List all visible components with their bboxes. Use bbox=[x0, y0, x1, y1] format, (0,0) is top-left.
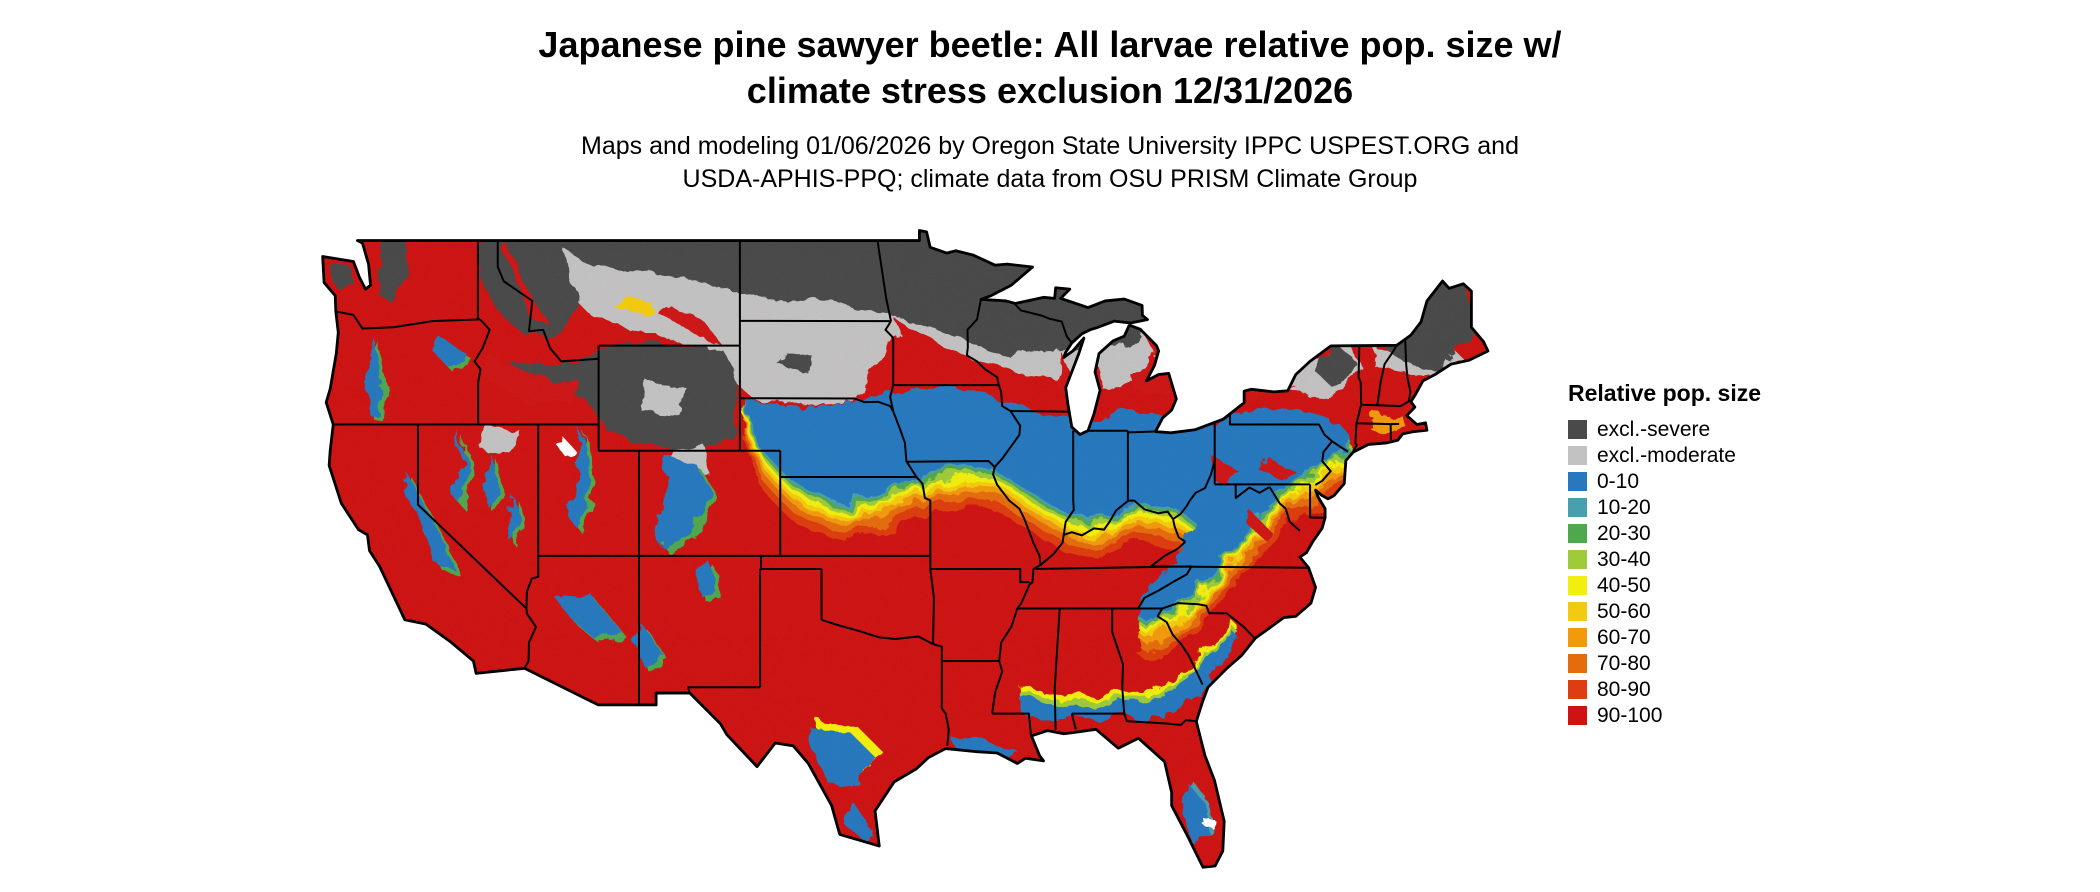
legend-label: excl.-severe bbox=[1597, 417, 1711, 441]
legend-row: 90-100 bbox=[1568, 702, 1761, 728]
legend-swatch bbox=[1568, 523, 1587, 543]
legend-swatch bbox=[1568, 601, 1587, 621]
legend-row: 0-10 bbox=[1568, 468, 1761, 494]
legend-swatch bbox=[1568, 471, 1587, 491]
map-subtitle: Maps and modeling 01/06/2026 by Oregon S… bbox=[0, 130, 2100, 196]
legend-row: 60-70 bbox=[1568, 624, 1761, 650]
map-subtitle-line2: USDA-APHIS-PPQ; climate data from OSU PR… bbox=[682, 165, 1418, 194]
legend: Relative pop. size excl.-severe excl.-mod… bbox=[1568, 380, 1761, 728]
legend-swatch bbox=[1568, 679, 1587, 699]
header: Japanese pine sawyer beetle: All larvae … bbox=[0, 22, 2100, 196]
legend-swatch bbox=[1568, 653, 1587, 673]
map-subtitle-line1: Maps and modeling 01/06/2026 by Oregon S… bbox=[581, 132, 1519, 161]
map-title: Japanese pine sawyer beetle: All larvae … bbox=[0, 22, 2100, 114]
legend-swatch bbox=[1568, 575, 1587, 595]
legend-swatch bbox=[1568, 705, 1587, 725]
legend-label: 30-40 bbox=[1597, 547, 1651, 571]
map-title-line2: climate stress exclusion 12/31/2026 bbox=[746, 70, 1354, 112]
legend-row: 40-50 bbox=[1568, 572, 1761, 598]
legend-swatch bbox=[1568, 419, 1587, 439]
legend-row: 70-80 bbox=[1568, 650, 1761, 676]
legend-title: Relative pop. size bbox=[1568, 380, 1762, 406]
map-title-line1: Japanese pine sawyer beetle: All larvae … bbox=[538, 24, 1562, 65]
legend-label: 0-10 bbox=[1597, 469, 1640, 493]
legend-row: 50-60 bbox=[1568, 598, 1761, 624]
legend-label: 50-60 bbox=[1597, 599, 1651, 623]
legend-label: 10-20 bbox=[1597, 495, 1651, 519]
legend-row: excl.-moderate bbox=[1568, 442, 1761, 468]
legend-row: 10-20 bbox=[1568, 494, 1761, 520]
legend-label: excl.-moderate bbox=[1597, 443, 1736, 467]
legend-label: 20-30 bbox=[1597, 521, 1651, 545]
legend-row: 30-40 bbox=[1568, 546, 1761, 572]
legend-row: 80-90 bbox=[1568, 676, 1761, 702]
legend-swatch bbox=[1568, 445, 1587, 465]
legend-swatch bbox=[1568, 549, 1587, 569]
us-map-svg bbox=[321, 229, 1490, 869]
legend-swatch bbox=[1568, 627, 1587, 647]
legend-label: 60-70 bbox=[1597, 625, 1651, 649]
legend-items: excl.-severe excl.-moderate 0-10 10-20 20-30… bbox=[1568, 416, 1761, 728]
legend-label: 90-100 bbox=[1597, 703, 1663, 727]
legend-swatch bbox=[1568, 497, 1587, 517]
legend-label: 70-80 bbox=[1597, 651, 1651, 675]
us-map-container bbox=[310, 220, 1495, 876]
legend-label: 40-50 bbox=[1597, 573, 1651, 597]
legend-row: excl.-severe bbox=[1568, 416, 1761, 442]
legend-label: 80-90 bbox=[1597, 677, 1651, 701]
legend-row: 20-30 bbox=[1568, 520, 1761, 546]
